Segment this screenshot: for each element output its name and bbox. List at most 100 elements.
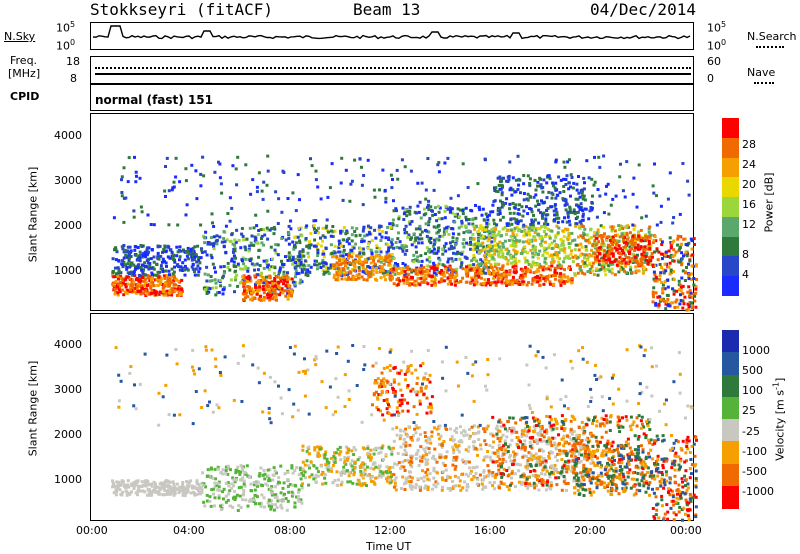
heatmap-cell [203, 504, 207, 508]
heatmap-cell [253, 488, 257, 492]
heatmap-cell [222, 271, 226, 275]
heatmap-cell [296, 261, 300, 265]
heatmap-cell [209, 242, 213, 246]
heatmap-cell [277, 476, 281, 480]
heatmap-cell [501, 215, 505, 219]
heatmap-cell [345, 469, 349, 473]
heatmap-cell [465, 433, 469, 437]
heatmap-cell [324, 481, 328, 485]
heatmap-cell [473, 267, 477, 271]
heatmap-cell [279, 279, 283, 283]
heatmap-cell [642, 252, 646, 256]
heatmap-cell [126, 479, 130, 483]
heatmap-cell [590, 201, 594, 204]
heatmap-cell [547, 442, 551, 446]
heatmap-cell [139, 279, 143, 283]
heatmap-cell [342, 257, 346, 261]
heatmap-cell [218, 278, 222, 282]
heatmap-cell [132, 280, 136, 284]
heatmap-cell [137, 489, 140, 493]
heatmap-cell [302, 267, 306, 271]
heatmap-cell [269, 286, 273, 290]
heatmap-cell [646, 262, 650, 266]
heatmap-cell [611, 243, 614, 247]
heatmap-cell [390, 450, 394, 453]
heatmap-cell [201, 471, 204, 475]
heatmap-cell [383, 258, 387, 262]
heatmap-cell [503, 239, 507, 243]
heatmap-cell [213, 485, 217, 489]
heatmap-cell [614, 194, 618, 198]
heatmap-cell [639, 238, 643, 242]
heatmap-cell [557, 251, 561, 255]
heatmap-cell [232, 265, 236, 268]
heatmap-cell [157, 279, 161, 283]
colorbar-swatch [722, 236, 739, 257]
heatmap-cell [687, 262, 690, 266]
heatmap-cell [249, 192, 253, 196]
heatmap-cell [483, 430, 487, 434]
cpid-label: CPID [10, 90, 40, 103]
heatmap-cell [304, 237, 308, 240]
heatmap-cell [493, 280, 497, 284]
heatmap-cell [358, 465, 362, 469]
heatmap-cell [472, 263, 476, 267]
heatmap-cell [465, 488, 469, 492]
heatmap-cell [625, 255, 629, 259]
heatmap-cell [457, 484, 461, 488]
heatmap-cell [172, 279, 176, 283]
heatmap-cell [531, 247, 535, 251]
heatmap-cell [479, 226, 483, 229]
heatmap-cell [556, 470, 560, 474]
heatmap-cell [539, 183, 543, 187]
heatmap-cell [455, 455, 459, 459]
heatmap-cell [679, 289, 683, 293]
heatmap-cell [338, 242, 341, 246]
heatmap-cell [644, 233, 648, 237]
heatmap-cell [182, 248, 185, 252]
heatmap-cell [452, 451, 456, 455]
heatmap-cell [379, 475, 383, 479]
heatmap-cell [573, 212, 577, 216]
heatmap-cell [127, 254, 131, 258]
heatmap-cell [151, 489, 155, 493]
heatmap-cell [268, 290, 272, 294]
heatmap-cell [250, 489, 253, 493]
heatmap-cell [318, 445, 322, 449]
heatmap-cell [451, 236, 455, 240]
heatmap-cell [605, 238, 609, 242]
heatmap-cell [156, 245, 160, 249]
heatmap-cell [482, 218, 486, 222]
heatmap-cell [350, 233, 354, 237]
heatmap-cell [167, 492, 171, 496]
heatmap-cell [560, 248, 563, 252]
heatmap-cell [141, 484, 145, 488]
heatmap-cell [132, 481, 136, 485]
heatmap-cell [404, 224, 408, 228]
heatmap-cell [593, 255, 597, 259]
heatmap-cell [252, 226, 256, 230]
heatmap-cell [345, 277, 349, 281]
heatmap-cell [618, 175, 622, 179]
heatmap-cell [265, 275, 268, 279]
heatmap-cell [474, 446, 478, 450]
heatmap-cell [542, 222, 546, 226]
heatmap-cell [369, 261, 373, 265]
heatmap-cell [313, 446, 317, 450]
heatmap-cell [289, 254, 292, 258]
heatmap-cell [515, 218, 519, 222]
heatmap-cell [274, 251, 278, 255]
heatmap-cell [140, 210, 144, 214]
heatmap-cell [536, 267, 540, 271]
heatmap-cell [206, 242, 210, 246]
heatmap-cell [543, 235, 547, 238]
heatmap-cell [465, 274, 469, 278]
heatmap-cell [623, 195, 627, 199]
heatmap-cell [476, 250, 479, 254]
heatmap-cell [167, 269, 171, 273]
heatmap-cell [150, 266, 154, 270]
heatmap-cell [562, 160, 566, 164]
heatmap-cell [485, 221, 489, 225]
heatmap-cell [316, 451, 320, 455]
heatmap-cell [183, 273, 187, 277]
